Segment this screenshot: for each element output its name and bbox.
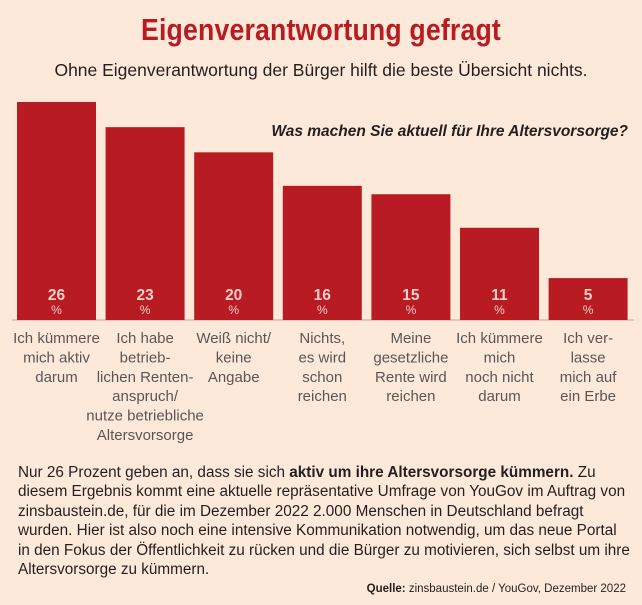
chart-title: Eigenverantwortung gefragt bbox=[141, 12, 501, 47]
bar-unit-label-0: % bbox=[51, 303, 62, 317]
body-intro: Nur 26 Prozent geben an, dass sie sich bbox=[18, 464, 290, 481]
bar-unit-label-2: % bbox=[228, 303, 239, 317]
body-paragraph: Nur 26 Prozent geben an, dass sie sich a… bbox=[18, 463, 630, 579]
bar-0 bbox=[17, 102, 96, 320]
bar-6 bbox=[548, 278, 628, 320]
bar-chart: 26% Ich kümmere mich aktiv darum 23% Ich habe… bbox=[12, 102, 634, 444]
bar-value-label-1: 23 bbox=[136, 287, 154, 304]
bar-4 bbox=[371, 194, 451, 320]
bar-value-label-6: 5 bbox=[584, 287, 593, 304]
category-label-0: Ich kümmere mich aktiv darum bbox=[13, 330, 100, 386]
bar-value-label-0: 26 bbox=[48, 287, 66, 304]
bar-1 bbox=[105, 127, 185, 321]
bar-5 bbox=[460, 227, 539, 320]
source-label: Quelle: bbox=[366, 583, 406, 595]
category-label-6: Ich ver-lasse mich auf ein Erbe bbox=[560, 330, 618, 405]
bar-value-label-3: 16 bbox=[314, 287, 332, 304]
bar-value-label-2: 20 bbox=[225, 287, 242, 304]
source-text: zinsbaustein.de / YouGov, Dezember 2022 bbox=[405, 583, 626, 595]
bar-unit-label-6: % bbox=[583, 303, 594, 317]
bar-unit-label-4: % bbox=[406, 303, 417, 317]
category-label-4: Meine gesetzliche Rente wird reichen bbox=[373, 330, 448, 405]
category-label-5: Ich kümmere mich noch nicht darum bbox=[456, 330, 543, 405]
bar-3 bbox=[282, 185, 362, 320]
body-highlight: aktiv um ihre Altersvorsorge kümmern. bbox=[289, 464, 574, 481]
category-label-1: Ich habe betrieb-lichen Renten-anspruch/n… bbox=[86, 330, 204, 444]
bar-value-label-4: 15 bbox=[402, 287, 420, 304]
bar-2 bbox=[194, 152, 274, 320]
bar-value-label-5: 11 bbox=[491, 287, 508, 304]
source-note: Quelle: zinsbaustein.de / YouGov, Dezemb… bbox=[367, 583, 626, 595]
chart-subtitle: Ohne Eigenverantwortung der Bürger hilft… bbox=[54, 60, 588, 80]
bar-unit-label-3: % bbox=[317, 303, 328, 317]
body-rest: Zu diesem Ergebnis kommt eine aktuelle r… bbox=[18, 464, 630, 579]
chart-question: Was machen Sie aktuell für Ihre Altersvo… bbox=[271, 123, 628, 140]
bar-unit-label-1: % bbox=[140, 303, 151, 317]
category-label-2: Weiß nicht/keine Angabe bbox=[196, 330, 272, 386]
category-label-3: Nichts, es wird schon reichen bbox=[298, 330, 347, 405]
bar-unit-label-5: % bbox=[494, 303, 505, 317]
